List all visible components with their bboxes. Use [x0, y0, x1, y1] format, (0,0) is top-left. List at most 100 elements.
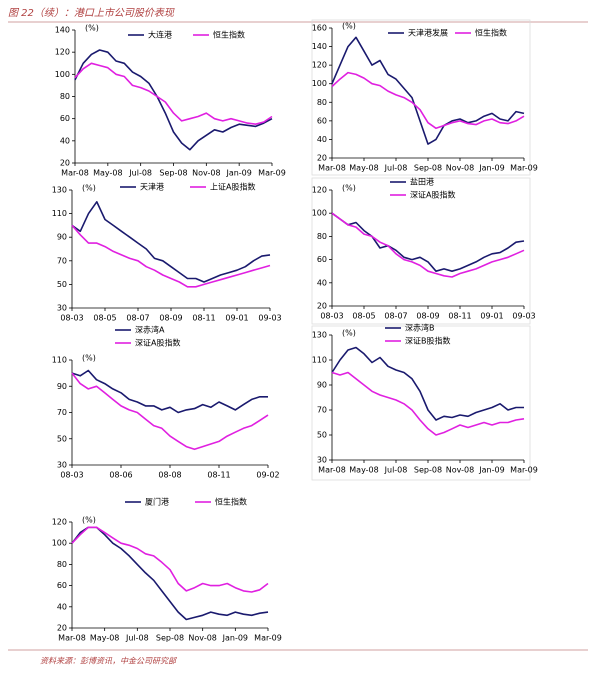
x-tick-label: May-08 [90, 634, 119, 643]
y-tick-label: 50 [57, 434, 67, 443]
x-tick-label: 08-03 [320, 312, 343, 321]
y-tick-label: 70 [57, 256, 67, 265]
series-line [331, 212, 525, 272]
y-tick-label: 40 [57, 602, 67, 611]
y-tick-label: 80 [317, 98, 327, 107]
y-tick-label: 40 [317, 278, 327, 287]
x-tick-label: Jul-08 [128, 169, 152, 178]
y-tick-label: 100 [55, 70, 70, 79]
series-line [331, 71, 525, 130]
x-tick-label: Nov-08 [446, 164, 474, 173]
legend-label: 天津港 [140, 182, 164, 192]
series-line [71, 526, 269, 621]
x-tick-label: Mar-09 [258, 169, 286, 178]
legend-label: 深赤湾B [405, 323, 435, 333]
y-tick-label: 60 [60, 114, 70, 123]
x-tick-label: Nov-08 [188, 634, 216, 643]
x-tick-label: 08-03 [60, 471, 83, 480]
series-line [71, 224, 271, 288]
y-tick-label: 130 [52, 186, 67, 195]
y-tick-label: 60 [317, 255, 327, 264]
y-tick-label: 160 [312, 24, 327, 33]
y-tick-label: 120 [312, 61, 327, 70]
y-tick-label: 70 [317, 406, 327, 415]
y-tick-label: 30 [317, 456, 327, 465]
x-tick-label: Jan-09 [478, 466, 504, 475]
x-tick-label: 09-03 [258, 314, 281, 323]
y-tick-label: 50 [57, 280, 67, 289]
y-unit-label: (%) [82, 516, 96, 525]
legend-label: 恒生指数 [213, 30, 245, 40]
x-tick-label: Mar-08 [318, 164, 346, 173]
x-tick-label: Mar-09 [254, 634, 282, 643]
series-line [331, 371, 525, 436]
y-unit-label: (%) [82, 354, 96, 363]
y-tick-label: 100 [312, 209, 327, 218]
series-line [71, 526, 269, 593]
panel-frame [311, 19, 531, 176]
y-tick-label: 20 [57, 624, 67, 633]
x-tick-label: 08-06 [109, 471, 132, 480]
legend-label: 厦门港 [145, 497, 169, 507]
legend-label: 恒生指数 [475, 28, 507, 38]
x-tick-label: Jan-09 [478, 164, 504, 173]
series-line [71, 372, 269, 451]
y-tick-label: 60 [317, 116, 327, 125]
y-unit-label: (%) [342, 184, 356, 193]
x-tick-label: 08-11 [448, 312, 471, 321]
y-tick-label: 20 [60, 159, 70, 168]
x-tick-label: Sep-08 [414, 164, 442, 173]
y-unit-label: (%) [85, 24, 99, 33]
x-tick-label: Mar-08 [318, 466, 346, 475]
x-tick-label: Mar-08 [58, 634, 86, 643]
legend-label: 天津港发展 [408, 28, 448, 38]
x-tick-label: 09-03 [512, 312, 535, 321]
x-tick-label: Nov-08 [192, 169, 220, 178]
legend-label: 深证A股指数 [135, 338, 180, 348]
y-tick-label: 30 [57, 461, 67, 470]
series-line [71, 201, 271, 283]
y-tick-label: 100 [52, 539, 67, 548]
x-tick-label: 09-01 [480, 312, 503, 321]
x-tick-label: Jan-09 [222, 634, 248, 643]
y-tick-label: 30 [57, 304, 67, 313]
x-tick-label: 09-01 [225, 314, 248, 323]
y-tick-label: 50 [317, 431, 327, 440]
x-tick-label: Jul-08 [384, 164, 408, 173]
y-tick-label: 90 [57, 382, 67, 391]
x-tick-label: 08-08 [158, 471, 181, 480]
x-tick-label: Nov-08 [446, 466, 474, 475]
y-tick-label: 20 [317, 302, 327, 311]
x-tick-label: 08-03 [60, 314, 83, 323]
page-title: 图 22（续）：港口上市公司股价表现 [8, 7, 175, 19]
y-unit-label: (%) [82, 184, 96, 193]
x-tick-label: May-08 [349, 466, 378, 475]
x-tick-label: Jan-09 [225, 169, 251, 178]
y-tick-label: 20 [317, 154, 327, 163]
legend-label: 恒生指数 [215, 497, 247, 507]
y-tick-label: 100 [312, 79, 327, 88]
y-tick-label: 120 [52, 518, 67, 527]
panel-frame [311, 325, 531, 481]
y-tick-label: 110 [312, 356, 327, 365]
series-line [74, 49, 273, 151]
y-tick-label: 70 [57, 408, 67, 417]
y-tick-label: 40 [317, 135, 327, 144]
legend-label: 大连港 [148, 30, 172, 40]
y-unit-label: (%) [342, 22, 356, 31]
x-tick-label: Mar-08 [61, 169, 89, 178]
y-tick-label: 130 [312, 331, 327, 340]
source-note: 资料来源：彭博资讯，中金公司研究部 [40, 657, 178, 666]
y-tick-label: 120 [55, 48, 70, 57]
y-tick-label: 40 [60, 136, 70, 145]
x-tick-label: Mar-09 [510, 164, 538, 173]
x-tick-label: 08-07 [126, 314, 149, 323]
y-tick-label: 140 [312, 42, 327, 51]
y-tick-label: 60 [57, 581, 67, 590]
x-tick-label: Sep-08 [414, 466, 442, 475]
legend-label: 上证A股指数 [210, 182, 255, 192]
x-tick-label: May-08 [349, 164, 378, 173]
series-line [331, 36, 525, 145]
x-tick-label: 08-05 [352, 312, 375, 321]
